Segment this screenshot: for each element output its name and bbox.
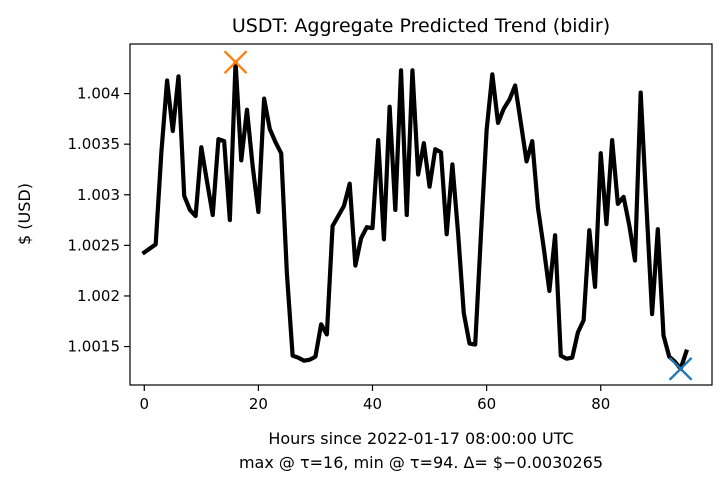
y-axis-ticks: 1.0015 1.002 1.0025 1.003 1.0035 1.004 [68, 85, 130, 356]
x-tick-label: 40 [363, 395, 382, 413]
y-tick-label: 1.0015 [68, 338, 121, 356]
x-tick-label: 20 [249, 395, 268, 413]
x-tick-label: 0 [139, 395, 149, 413]
x-axis-ticks: 0 20 40 60 80 [139, 385, 610, 413]
max-marker [223, 50, 248, 75]
min-marker-stroke-b [668, 356, 693, 381]
y-tick-label: 1.0035 [68, 135, 121, 153]
min-marker [668, 356, 693, 381]
y-tick-label: 1.002 [77, 287, 120, 305]
max-marker-stroke-b [223, 50, 248, 75]
y-axis-label: $ (USD) [15, 183, 34, 245]
y-tick-label: 1.003 [77, 186, 120, 204]
plot-frame [129, 43, 713, 386]
x-axis-summary: max @ τ=16, min @ τ=94. Δ= $−0.0030265 [239, 453, 603, 472]
series-line-0 [141, 60, 689, 371]
x-tick-label: 60 [477, 395, 496, 413]
x-axis-label: Hours since 2022-01-17 08:00:00 UTC [268, 429, 573, 448]
y-tick-label: 1.0025 [68, 236, 121, 254]
x-tick-label: 80 [591, 395, 610, 413]
y-tick-label: 1.004 [77, 85, 120, 103]
series-layer [141, 60, 689, 371]
plot-area [129, 43, 713, 386]
chart-title: USDT: Aggregate Predicted Trend (bidir) [232, 15, 610, 37]
marker-layer [223, 50, 693, 381]
